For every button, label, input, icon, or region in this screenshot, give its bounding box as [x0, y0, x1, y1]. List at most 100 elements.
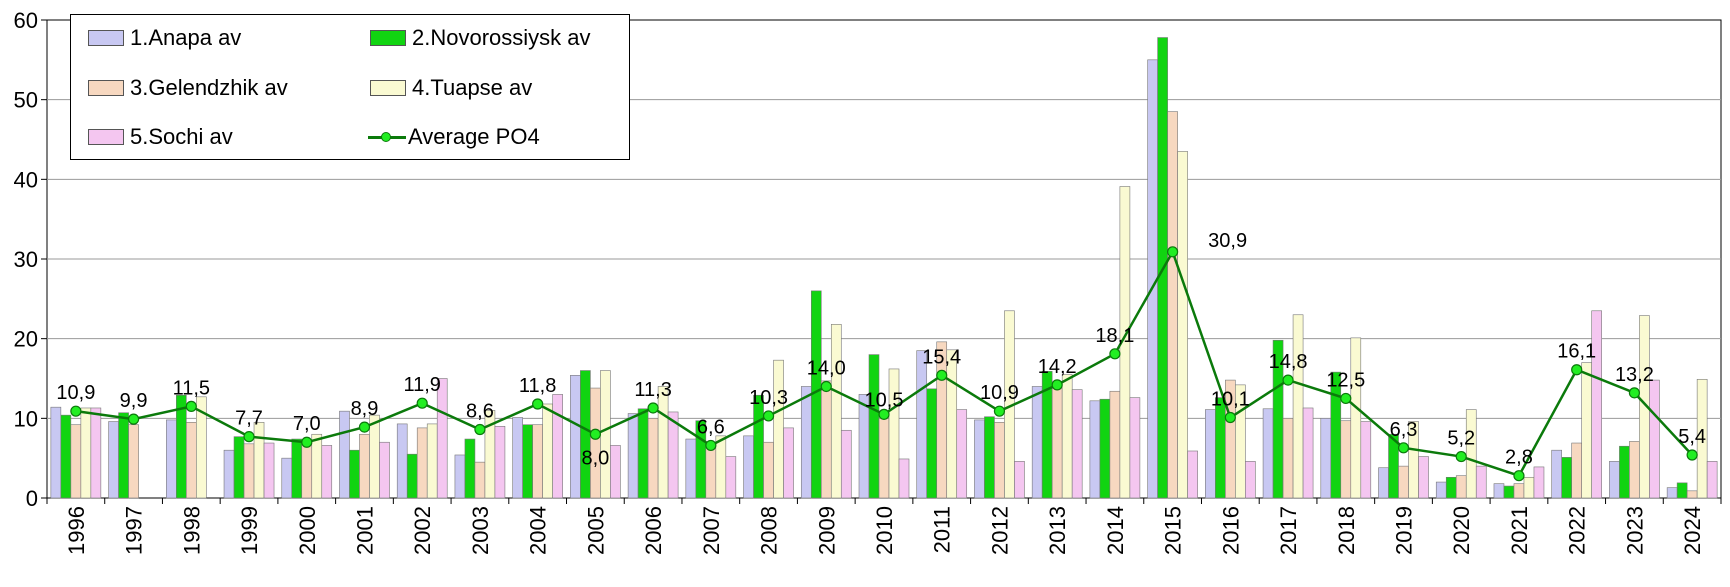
bar-1-anapa-av-2001: [339, 410, 350, 499]
bar-5-sochi-av-2018: [1360, 421, 1372, 499]
bar-2-novorossiysk-av-2022: [1561, 457, 1572, 499]
average-point-2006: [647, 402, 659, 414]
bar-5-sochi-av-2019: [1418, 456, 1429, 499]
bar-3-gelendzhik-av-2006: [647, 418, 659, 499]
average-point-1998: [185, 400, 197, 412]
x-tick-label-2006: 2006: [641, 506, 666, 555]
x-tick-label-2013: 2013: [1045, 506, 1070, 555]
legend-label-gelendzhik: 3.Gelendzhik av: [130, 75, 288, 100]
legend-swatch-novorossiysk: [370, 30, 406, 46]
bar-5-sochi-av-2012: [1014, 461, 1025, 499]
bar-4-tuapse-av-2014: [1119, 186, 1131, 499]
bar-1-anapa-av-2021: [1493, 483, 1505, 499]
bar-4-tuapse-av-2011: [946, 349, 958, 499]
bar-3-gelendzhik-av-2020: [1455, 475, 1467, 499]
bar-2-novorossiysk-av-2012: [984, 416, 995, 499]
bar-3-gelendzhik-av-2000: [301, 443, 313, 499]
legend-line-dot: [381, 132, 391, 142]
bar-1-anapa-av-2014: [1089, 400, 1101, 499]
bar-3-gelendzhik-av-2010: [878, 418, 890, 499]
bar-5-sochi-av-2004: [552, 394, 563, 499]
bar-5-sochi-av-2024: [1706, 461, 1718, 499]
bar-3-gelendzhik-av-2007: [705, 443, 717, 499]
data-label-2001: 8,9: [351, 398, 379, 420]
x-tick-label-1997: 1997: [122, 506, 147, 555]
bar-4-tuapse-av-2020: [1465, 409, 1477, 499]
x-tick-label-2014: 2014: [1103, 506, 1128, 555]
bar-5-sochi-av-2009: [840, 429, 852, 499]
legend-swatch-tuapse: [370, 80, 406, 96]
bar-1-anapa-av-2011: [916, 350, 928, 499]
data-label-1999: 7,7: [235, 408, 263, 430]
average-point-2002: [416, 397, 428, 409]
bar-5-sochi-av-2016: [1245, 461, 1256, 499]
bar-2-novorossiysk-av-2020: [1445, 476, 1457, 499]
bar-5-sochi-av-2007: [725, 456, 737, 499]
x-tick-label-2015: 2015: [1161, 506, 1186, 555]
bar-2-novorossiysk-av-1999: [233, 436, 245, 499]
x-tick-label-2020: 2020: [1449, 506, 1474, 555]
bar-1-anapa-av-2008: [743, 435, 754, 499]
x-tick-label-2002: 2002: [410, 506, 435, 555]
average-point-2012: [993, 405, 1006, 417]
data-label-2003: 8,6: [466, 400, 494, 422]
x-tick-label-2005: 2005: [583, 506, 608, 555]
bar-3-gelendzhik-av-2021: [1513, 483, 1525, 499]
bar-1-anapa-av-2012: [974, 419, 985, 499]
average-point-2024: [1686, 449, 1698, 461]
bar-5-sochi-av-2015: [1187, 450, 1198, 499]
bar-3-gelendzhik-av-1998: [186, 422, 197, 499]
data-label-2022: 16,1: [1557, 341, 1596, 363]
data-label-2013: 14,2: [1038, 356, 1077, 378]
x-tick-label-2012: 2012: [987, 506, 1012, 555]
bar-5-sochi-av-2014: [1129, 397, 1141, 499]
bar-1-anapa-av-2016: [1205, 409, 1216, 499]
data-label-2012: 10,9: [980, 382, 1019, 404]
data-label-2004: 11,8: [519, 375, 556, 397]
x-tick-label-1996: 1996: [64, 506, 89, 555]
bar-2-novorossiysk-av-2004: [522, 424, 533, 499]
bar-2-novorossiysk-av-2002: [406, 453, 418, 499]
bar-1-anapa-av-2005: [570, 375, 581, 499]
average-point-2009: [820, 380, 832, 393]
data-label-1996: 10,9: [56, 382, 95, 404]
bar-3-gelendzhik-av-2008: [763, 441, 774, 499]
average-point-2021: [1513, 470, 1525, 482]
bar-3-gelendzhik-av-2002: [416, 427, 428, 499]
bar-5-sochi-av-2022: [1591, 310, 1602, 499]
data-label-2007: 6,6: [697, 416, 725, 438]
bar-5-sochi-av-2002: [436, 378, 448, 499]
bar-2-novorossiysk-av-2024: [1676, 482, 1688, 499]
bar-5-sochi-av-2023: [1649, 379, 1660, 499]
bar-4-tuapse-av-1998: [196, 396, 207, 499]
legend-label-tuapse: 4.Tuapse av: [412, 75, 533, 100]
legend-swatch-anapa: [88, 30, 124, 46]
average-point-2013: [1051, 379, 1063, 391]
average-point-2014: [1109, 348, 1121, 360]
data-label-2017: 14,8: [1269, 351, 1308, 373]
bar-5-sochi-av-2020: [1475, 465, 1487, 499]
average-point-2018: [1340, 392, 1352, 405]
bar-3-gelendzhik-av-1996: [70, 424, 82, 499]
y-tick-label: 50: [14, 88, 38, 113]
bar-1-anapa-av-2018: [1320, 418, 1332, 499]
bar-5-sochi-av-2005: [610, 445, 621, 499]
bar-1-anapa-av-2002: [396, 423, 408, 499]
bar-1-anapa-av-2019: [1378, 467, 1389, 499]
bar-1-anapa-av-2024: [1666, 487, 1678, 499]
bar-2-novorossiysk-av-2000: [291, 438, 303, 499]
average-point-2010: [878, 408, 890, 420]
average-point-2008: [762, 410, 775, 422]
bar-2-novorossiysk-av-2003: [464, 438, 476, 499]
average-line: [70, 246, 1698, 482]
bar-3-gelendzhik-av-2001: [359, 433, 370, 499]
average-point-2000: [301, 436, 313, 448]
data-label-2023: 13,2: [1615, 364, 1654, 386]
bar-4-tuapse-av-1999: [253, 422, 265, 499]
legend-item-novorossiysk: 2.Novorossiysk av: [370, 25, 591, 50]
legend-label-novorossiysk: 2.Novorossiysk av: [412, 25, 591, 50]
data-label-2021: 2,8: [1505, 447, 1533, 469]
bar-2-novorossiysk-av-2016: [1215, 397, 1226, 499]
bar-2-novorossiysk-av-1996: [60, 414, 72, 499]
bar-4-tuapse-av-2008: [773, 359, 784, 499]
